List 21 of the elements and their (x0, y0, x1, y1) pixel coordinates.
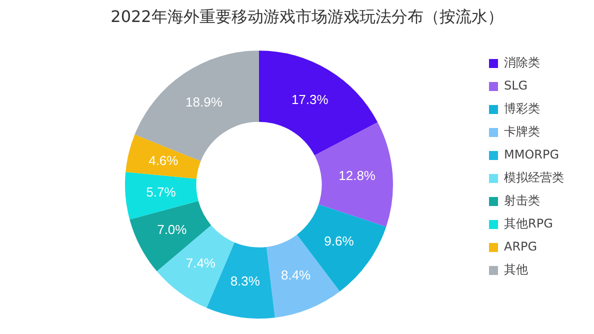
legend-label: 博彩类 (504, 102, 540, 116)
legend-label: 其他 (504, 262, 528, 277)
data-label: 7.4% (186, 255, 216, 270)
legend-label: 卡牌类 (504, 124, 540, 139)
legend-label: ARPG (504, 240, 538, 254)
data-label: 4.6% (148, 152, 179, 168)
legend-label: SLG (504, 78, 528, 93)
legend-label: 其他RPG (504, 216, 553, 231)
legend-label: 消除类 (504, 56, 540, 70)
legend-label: MMORPG (504, 148, 560, 162)
legend-label: 模拟经营类 (504, 170, 564, 185)
data-label: 7.0% (157, 222, 188, 237)
data-label: 9.6% (324, 234, 354, 249)
data-label: 18.9% (186, 94, 223, 110)
data-label: 17.3% (291, 92, 329, 107)
chart-title: 2022年海外重要移动游戏市场游戏玩法分布（按流水） (110, 6, 504, 26)
data-label: 8.4% (280, 267, 312, 282)
data-label: 8.3% (230, 274, 260, 289)
data-label: 5.7% (146, 184, 176, 200)
data-label: 12.8% (338, 168, 376, 184)
legend-label: 射击类 (504, 194, 540, 208)
